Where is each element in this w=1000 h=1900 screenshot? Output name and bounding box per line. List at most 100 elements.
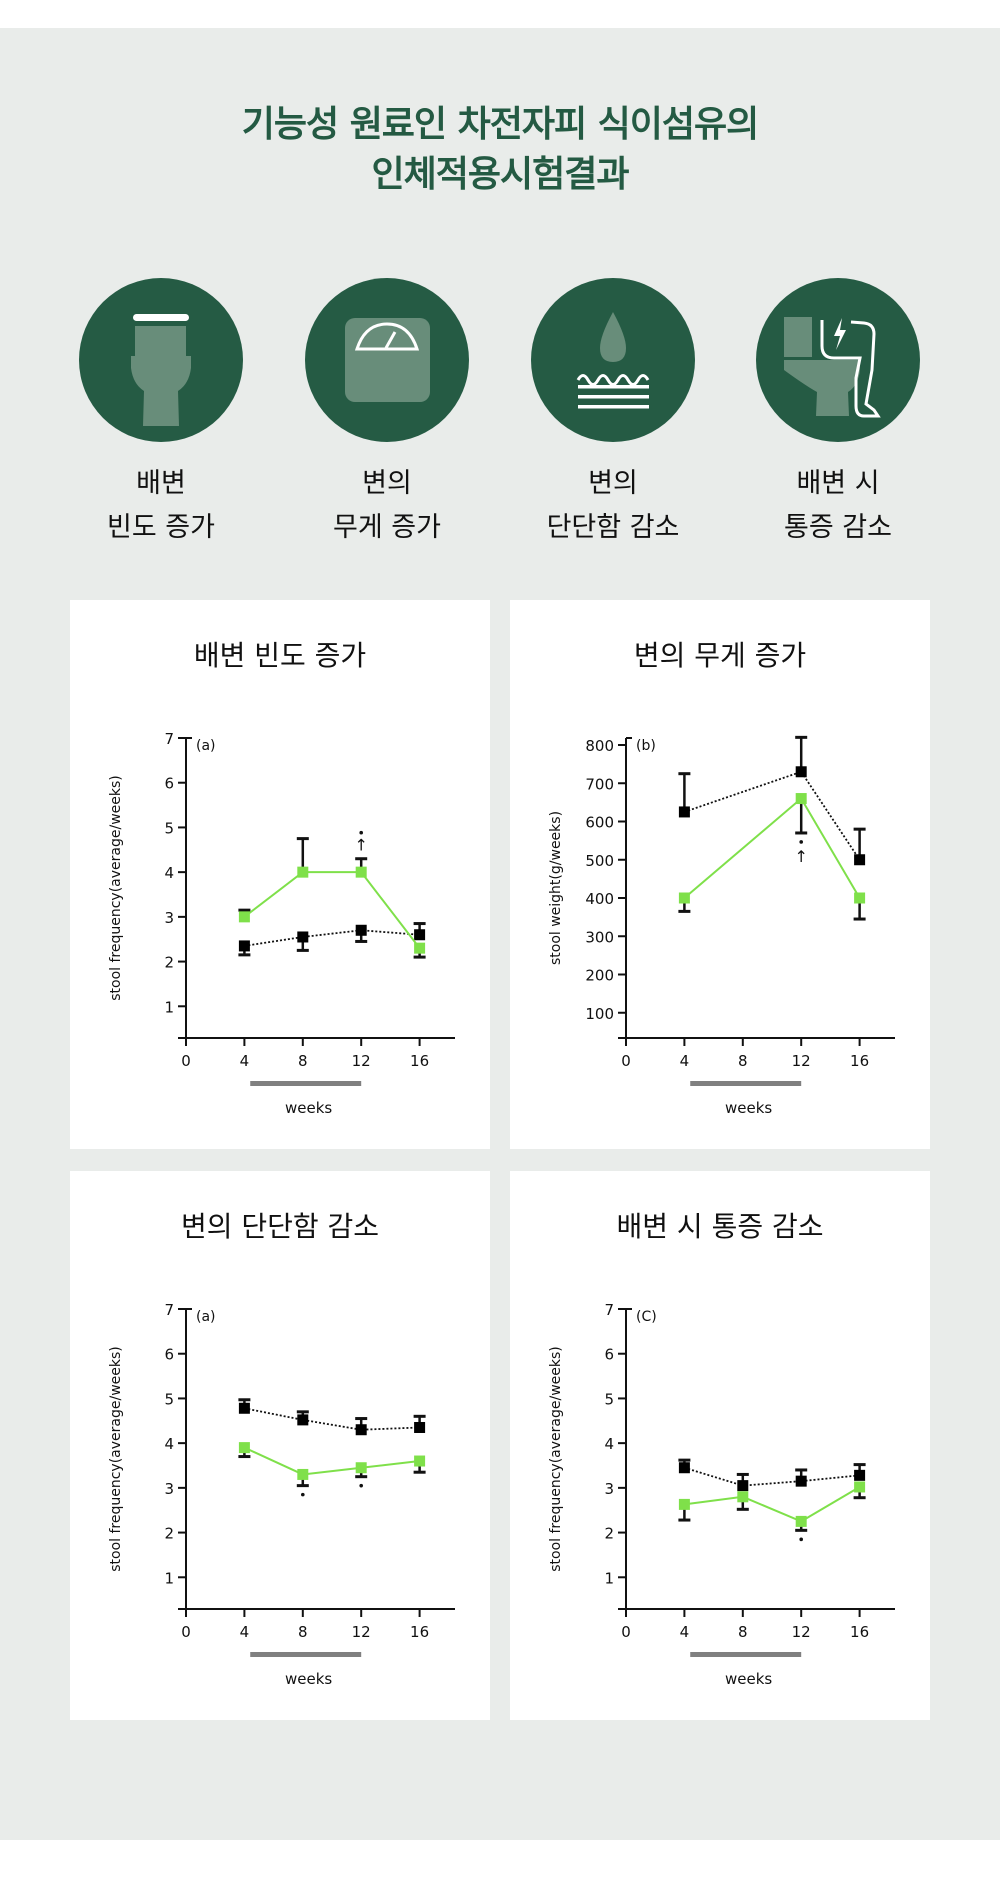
y-tick-label: 3 bbox=[164, 1480, 174, 1498]
data-point-green bbox=[238, 911, 250, 923]
panel-label: (a) bbox=[196, 1309, 216, 1325]
y-tick-label: 1 bbox=[164, 998, 174, 1016]
y-tick-label: 6 bbox=[604, 1346, 614, 1364]
significance-dot bbox=[799, 840, 803, 844]
series-line-black bbox=[684, 770, 861, 861]
y-axis-label: stool frequency(average/weeks) bbox=[108, 1346, 124, 1572]
x-tick-label: 16 bbox=[410, 1052, 429, 1070]
data-point-black bbox=[678, 806, 690, 818]
series-line-black bbox=[244, 1407, 420, 1431]
x-tick-label: 16 bbox=[850, 1623, 869, 1641]
data-point-black bbox=[414, 1421, 426, 1433]
chart-title: 배변 시 통증 감소 bbox=[616, 1210, 824, 1243]
data-point-green bbox=[297, 866, 309, 878]
data-point-black bbox=[737, 1480, 749, 1492]
x-tick-label: 16 bbox=[410, 1623, 429, 1641]
y-tick-label: 800 bbox=[585, 737, 614, 755]
feature-label: 변의 단단함 감소 bbox=[513, 462, 713, 550]
panel-label: (b) bbox=[636, 738, 656, 754]
y-tick-label: 5 bbox=[164, 1390, 174, 1408]
significance-dot bbox=[359, 1483, 364, 1488]
panel-label: (a) bbox=[196, 738, 216, 754]
y-tick-label: 4 bbox=[164, 1435, 174, 1453]
x-tick-label: 4 bbox=[680, 1052, 690, 1070]
significance-dot bbox=[799, 1537, 803, 1542]
data-point-green bbox=[414, 942, 426, 954]
data-point-green bbox=[238, 1442, 250, 1454]
data-point-black bbox=[297, 931, 309, 943]
data-point-green bbox=[795, 1515, 807, 1527]
chart-stool-weight: 100 200 300 400 500 600 700 800 0 4 8 12 16 (b) weeks s… bbox=[548, 735, 895, 1117]
feature-label: 배변 시 통증 감소 bbox=[738, 462, 938, 550]
toilet-pain-icon bbox=[784, 317, 881, 418]
x-tick-label: 12 bbox=[352, 1623, 371, 1641]
chart-card: 변의 단단함 감소 1 2 3 4 5 6 7 0 4 8 12 16 (a) weeks stool fr… bbox=[70, 1171, 490, 1720]
data-point-green bbox=[795, 793, 807, 805]
y-tick-label: 400 bbox=[585, 890, 614, 908]
data-point-green bbox=[854, 1481, 866, 1493]
data-point-green bbox=[355, 866, 367, 878]
y-tick-label: 300 bbox=[585, 928, 614, 946]
data-point-black bbox=[854, 1469, 866, 1481]
intervention-period-bar bbox=[690, 1081, 802, 1086]
chart-title: 배변 빈도 증가 bbox=[193, 639, 367, 672]
feature-stool-weight: 변의 무게 증가 bbox=[287, 278, 487, 550]
y-axis-label: stool frequency(average/weeks) bbox=[108, 775, 124, 1001]
y-tick-label: 5 bbox=[164, 819, 174, 837]
data-point-black bbox=[297, 1414, 309, 1426]
x-tick-label: 0 bbox=[181, 1623, 191, 1641]
y-tick-label: 1 bbox=[164, 1569, 174, 1587]
feature-circle bbox=[531, 278, 695, 442]
series-line-green bbox=[683, 797, 861, 899]
y-tick-label: 1 bbox=[604, 1569, 614, 1587]
scale-icon bbox=[345, 318, 430, 402]
data-point-black bbox=[414, 929, 426, 941]
chart-title: 변의 무게 증가 bbox=[633, 639, 807, 672]
arrow-up-icon: ↑ bbox=[794, 847, 807, 866]
x-tick-label: 16 bbox=[850, 1052, 869, 1070]
y-tick-label: 200 bbox=[585, 967, 614, 985]
y-axis-label: stool weight(g/weeks) bbox=[548, 811, 564, 965]
y-tick-label: 7 bbox=[604, 1301, 614, 1319]
data-point-green bbox=[414, 1455, 426, 1467]
chart-card: 배변 시 통증 감소 1 2 3 4 5 6 7 0 4 8 12 16 (C) weeks stool f… bbox=[510, 1171, 930, 1720]
feature-pain-reduction: 배변 시 통증 감소 bbox=[738, 278, 938, 550]
chart-card: 변의 무게 증가 100 200 300 400 500 600 700 800 0 4 8 12 16… bbox=[510, 600, 930, 1149]
y-tick-label: 500 bbox=[585, 852, 614, 870]
chart-card: 배변 빈도 증가 1 2 3 4 5 6 7 0 4 8 12 16 (a) weeks stool fre… bbox=[70, 600, 490, 1149]
y-tick-label: 5 bbox=[604, 1390, 614, 1408]
y-tick-label: 4 bbox=[164, 864, 174, 882]
series-line-green bbox=[243, 1446, 420, 1476]
significance-dot bbox=[359, 830, 364, 835]
intervention-period-bar bbox=[690, 1652, 802, 1657]
y-tick-label: 2 bbox=[164, 1525, 174, 1543]
feature-label-line: 단단함 감소 bbox=[546, 512, 680, 543]
data-point-black bbox=[238, 940, 250, 952]
feature-label-line: 배변 시 bbox=[796, 468, 880, 499]
data-point-black bbox=[355, 1424, 367, 1436]
data-point-black bbox=[355, 924, 367, 936]
x-tick-label: 0 bbox=[621, 1623, 631, 1641]
data-point-black bbox=[795, 1475, 807, 1487]
series-line-green bbox=[684, 1486, 861, 1523]
feature-label-line: 통증 감소 bbox=[784, 512, 892, 543]
feature-circle bbox=[756, 278, 920, 442]
data-point-black bbox=[795, 766, 807, 778]
feature-circle bbox=[305, 278, 469, 442]
x-tick-label: 8 bbox=[738, 1623, 748, 1641]
x-tick-label: 4 bbox=[240, 1623, 250, 1641]
y-tick-label: 7 bbox=[164, 1301, 174, 1319]
feature-label-line: 변의 bbox=[362, 468, 412, 499]
y-tick-label: 700 bbox=[585, 775, 614, 793]
water-drop-icon bbox=[576, 312, 650, 409]
arrow-up-icon: ↑ bbox=[354, 836, 367, 855]
title-line-1: 기능성 원료인 차전자피 식이섬유의 bbox=[241, 104, 759, 145]
y-tick-label: 2 bbox=[604, 1525, 614, 1543]
y-axis-label: stool frequency(average/weeks) bbox=[548, 1346, 564, 1572]
data-point-black bbox=[238, 1402, 250, 1414]
significance-dot bbox=[301, 1492, 305, 1497]
x-tick-label: 8 bbox=[738, 1052, 748, 1070]
feature-label: 배변 빈도 증가 bbox=[61, 462, 261, 550]
